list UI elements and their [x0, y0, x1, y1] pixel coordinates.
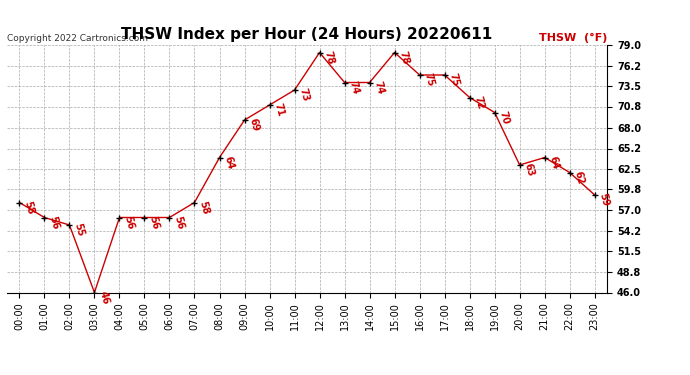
- Text: 69: 69: [247, 117, 260, 133]
- Text: 74: 74: [373, 80, 386, 95]
- Text: 70: 70: [497, 110, 511, 125]
- Title: THSW Index per Hour (24 Hours) 20220611: THSW Index per Hour (24 Hours) 20220611: [121, 27, 493, 42]
- Text: 59: 59: [598, 192, 611, 208]
- Text: 58: 58: [197, 200, 210, 216]
- Text: 55: 55: [72, 222, 86, 238]
- Text: 78: 78: [397, 50, 411, 66]
- Text: 46: 46: [97, 290, 110, 305]
- Text: 71: 71: [273, 102, 286, 118]
- Text: 64: 64: [222, 155, 235, 170]
- Text: 78: 78: [322, 50, 335, 66]
- Text: 75: 75: [422, 72, 435, 88]
- Text: 73: 73: [297, 87, 310, 103]
- Text: 72: 72: [473, 95, 486, 110]
- Text: 58: 58: [22, 200, 35, 216]
- Text: 74: 74: [347, 80, 360, 95]
- Text: 63: 63: [522, 162, 535, 178]
- Text: 56: 56: [47, 215, 60, 230]
- Text: Copyright 2022 Cartronics.com: Copyright 2022 Cartronics.com: [7, 33, 148, 42]
- Text: 75: 75: [447, 72, 460, 88]
- Text: 56: 56: [172, 215, 186, 230]
- Text: 56: 56: [122, 215, 135, 230]
- Text: 62: 62: [573, 170, 586, 185]
- Text: 64: 64: [547, 155, 560, 170]
- Text: 56: 56: [147, 215, 160, 230]
- Text: THSW  (°F): THSW (°F): [539, 33, 607, 42]
